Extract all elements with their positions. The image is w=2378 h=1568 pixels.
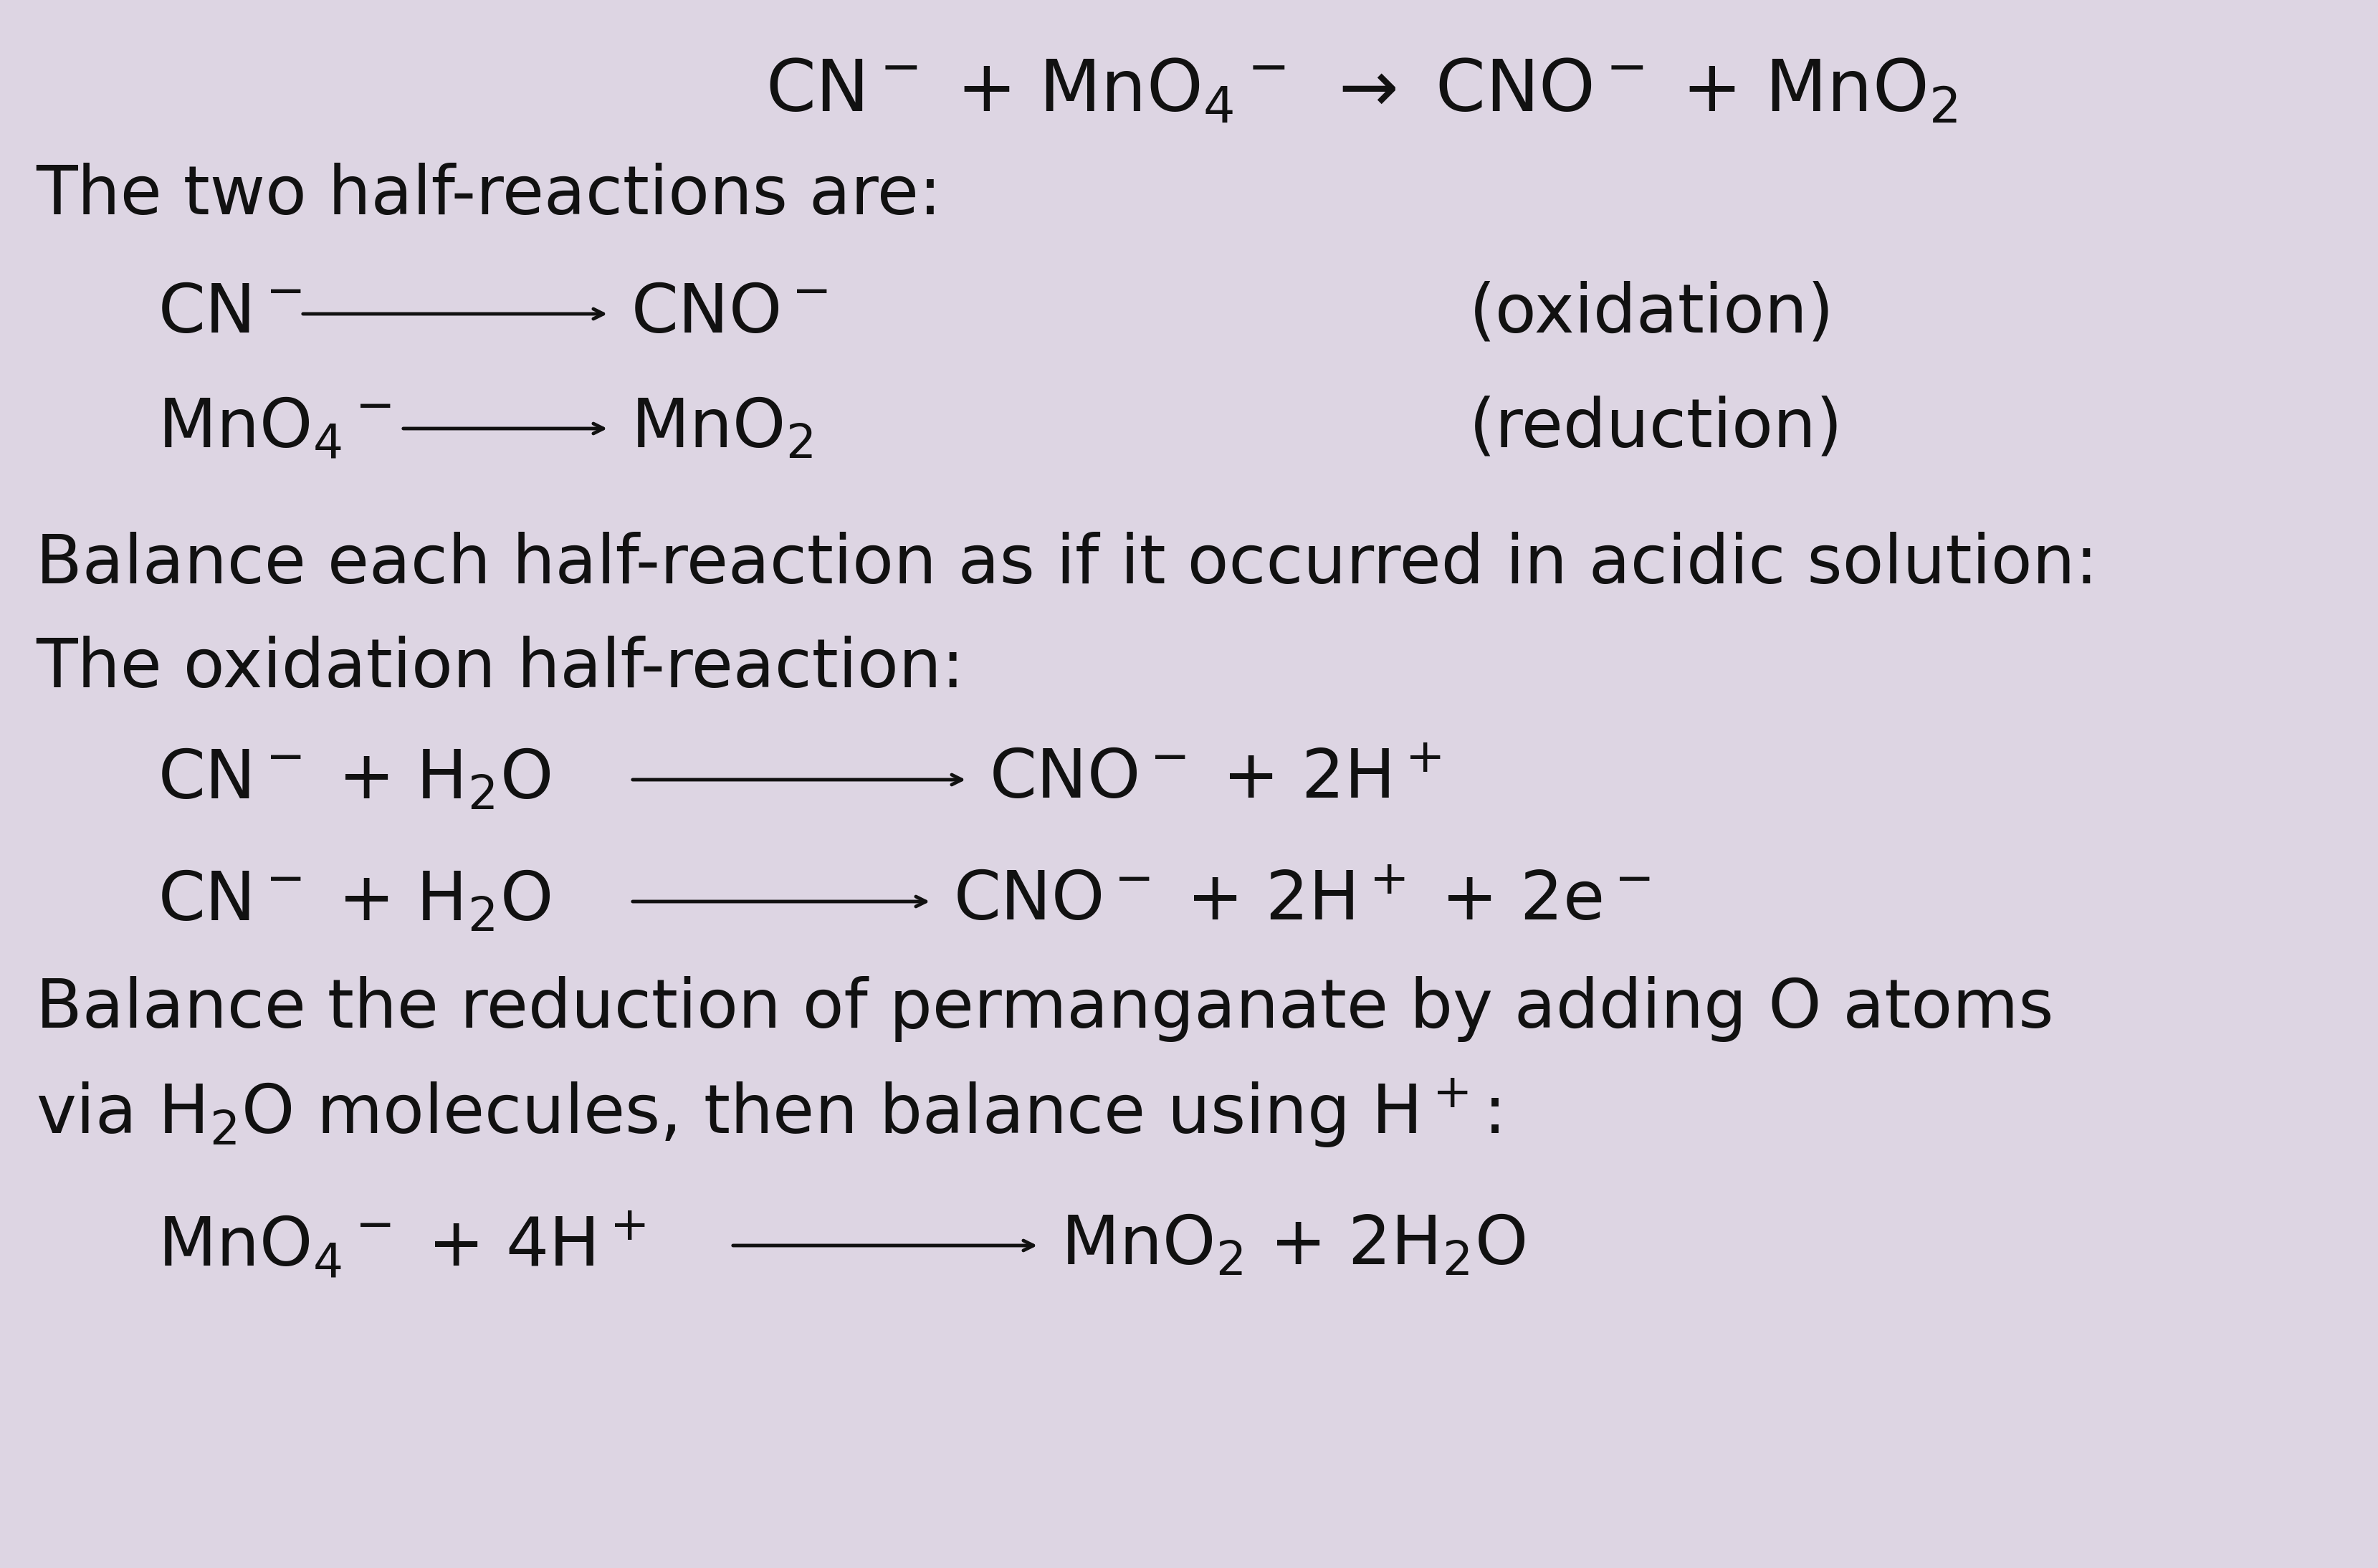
- Text: (oxidation): (oxidation): [1470, 281, 1833, 347]
- Text: MnO$_4$$^-$ + 4H$^+$: MnO$_4$$^-$ + 4H$^+$: [157, 1210, 644, 1281]
- Text: CNO$^-$ + 2H$^+$ + 2e$^-$: CNO$^-$ + 2H$^+$ + 2e$^-$: [954, 869, 1650, 935]
- Text: Balance each half-reaction as if it occurred in acidic solution:: Balance each half-reaction as if it occu…: [36, 532, 2097, 597]
- Text: Balance the reduction of permanganate by adding O atoms: Balance the reduction of permanganate by…: [36, 975, 2055, 1043]
- Text: The two half-reactions are:: The two half-reactions are:: [36, 163, 942, 229]
- Text: The oxidation half-reaction:: The oxidation half-reaction:: [36, 635, 965, 701]
- Text: via H$_2$O molecules, then balance using H$^+$:: via H$_2$O molecules, then balance using…: [36, 1077, 1501, 1149]
- Text: MnO$_2$ + 2H$_2$O: MnO$_2$ + 2H$_2$O: [1061, 1212, 1524, 1278]
- Text: CN$^-$ + H$_2$O: CN$^-$ + H$_2$O: [157, 746, 552, 812]
- Text: CN$^-$ + MnO$_4$$^-$ $\rightarrow$ CNO$^-$ + MnO$_2$: CN$^-$ + MnO$_4$$^-$ $\rightarrow$ CNO$^…: [766, 56, 1957, 127]
- Text: MnO$_4$$^-$: MnO$_4$$^-$: [157, 395, 390, 461]
- Text: CNO$^-$ + 2H$^+$: CNO$^-$ + 2H$^+$: [989, 746, 1441, 812]
- Text: CN$^-$: CN$^-$: [157, 281, 302, 347]
- Text: MnO$_2$: MnO$_2$: [630, 395, 813, 461]
- Text: CNO$^-$: CNO$^-$: [630, 281, 828, 347]
- Text: CN$^-$ + H$_2$O: CN$^-$ + H$_2$O: [157, 869, 552, 935]
- Text: (reduction): (reduction): [1470, 395, 1843, 461]
